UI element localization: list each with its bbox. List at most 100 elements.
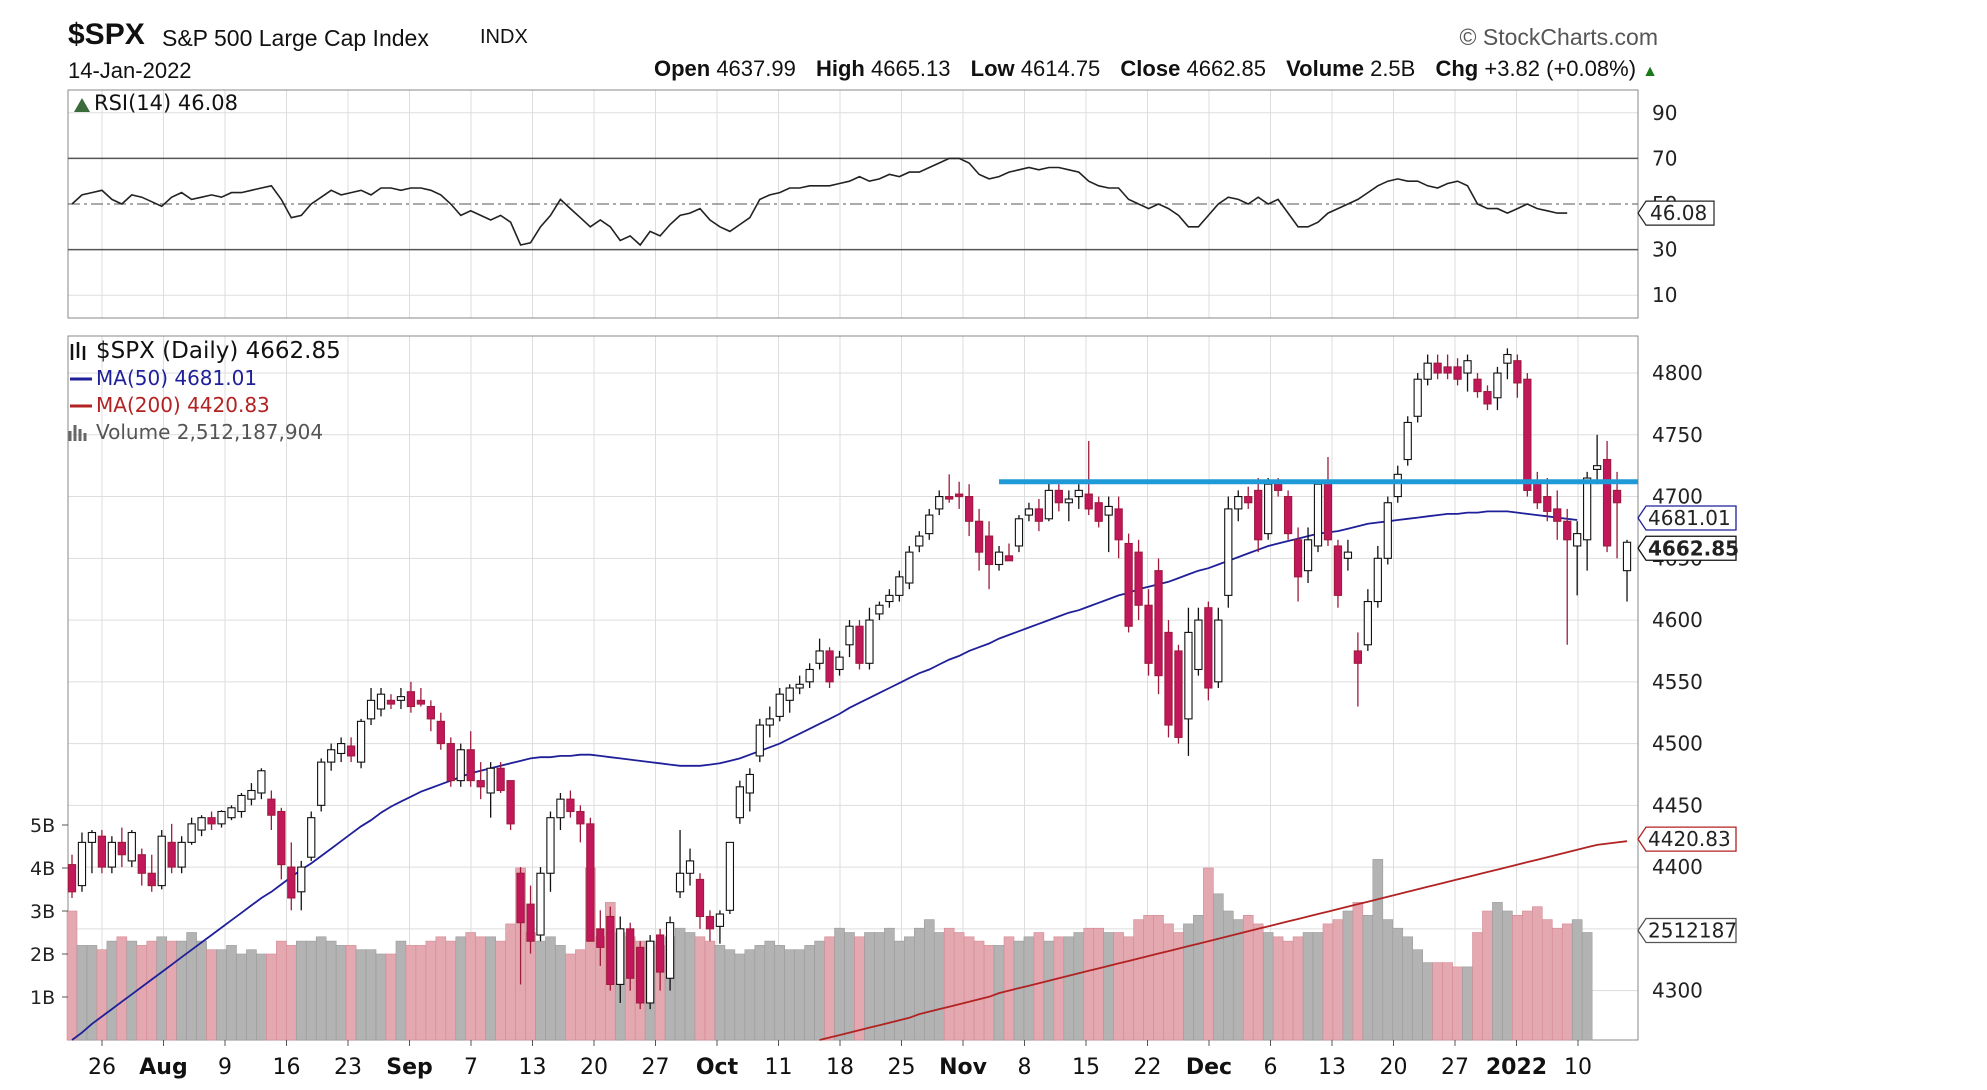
candle	[885, 589, 894, 608]
x-tick-label: Dec	[1186, 1055, 1232, 1080]
ma200-value-tag-label: 4420.83	[1648, 827, 1731, 851]
volume-bar	[894, 940, 905, 1041]
x-tick-label: 16	[273, 1055, 301, 1080]
volume-bar	[1163, 923, 1174, 1041]
candle	[1423, 354, 1432, 386]
candle	[1054, 484, 1063, 512]
volume-bar	[1133, 919, 1144, 1041]
candle	[356, 718, 366, 769]
candle-body	[506, 780, 515, 825]
candle-body	[1573, 533, 1582, 547]
x-tick-label: 13	[1318, 1055, 1346, 1080]
candle-body	[137, 854, 146, 874]
price-tick-label: 4400	[1652, 855, 1703, 879]
volume-bar	[724, 949, 736, 1041]
candle-body	[1563, 520, 1572, 541]
candle	[1463, 354, 1472, 392]
candle	[147, 854, 156, 892]
candle-body	[775, 693, 784, 717]
candle-body	[984, 535, 994, 566]
x-tick-label: 13	[519, 1055, 547, 1080]
candle-body	[1303, 539, 1313, 572]
candle-body	[396, 696, 406, 701]
x-tick-label: 7	[464, 1055, 478, 1080]
candle	[436, 712, 445, 750]
candle	[695, 873, 705, 929]
candle-body	[1224, 508, 1233, 596]
candle	[376, 688, 386, 717]
candle	[287, 842, 296, 911]
candle-body	[1553, 508, 1562, 522]
candle	[466, 731, 475, 787]
price-tick-label: 4500	[1652, 732, 1703, 756]
candle	[725, 841, 735, 915]
candle	[735, 780, 745, 824]
volume-bar	[1482, 910, 1493, 1041]
volume-bar	[565, 953, 576, 1041]
candle-body	[1313, 483, 1323, 547]
candle-body	[935, 496, 944, 510]
volume-bar	[1512, 914, 1523, 1041]
legend-entry: Volume 2,512,187,904	[96, 420, 323, 444]
volume-bars	[66, 859, 1593, 1041]
candle	[396, 688, 406, 709]
volume-tick-label: 2B	[30, 944, 55, 966]
volume-bar	[1342, 910, 1354, 1041]
brand-logo[interactable]: © StockCharts.com	[1460, 24, 1658, 51]
candle	[1602, 440, 1612, 553]
candle	[237, 792, 246, 818]
volume-bar	[156, 936, 167, 1041]
rsi-tick-label: 30	[1652, 238, 1677, 262]
candle	[1523, 373, 1532, 497]
candle	[207, 811, 216, 831]
volume-tick-label: 4B	[30, 858, 55, 880]
candle	[157, 830, 166, 890]
volume-bar	[1392, 927, 1404, 1041]
x-tick-label: 2022	[1486, 1055, 1547, 1080]
candle	[775, 688, 784, 722]
volume-bar	[146, 940, 158, 1041]
volume-bar	[1083, 927, 1095, 1041]
volume-bar	[1442, 962, 1453, 1041]
candle-body	[277, 810, 286, 866]
candle-body	[436, 720, 445, 745]
volume-bar	[684, 932, 696, 1041]
candle	[984, 521, 994, 590]
x-tick-label: 6	[1264, 1055, 1278, 1080]
volume-bar	[1103, 932, 1114, 1041]
candle-body	[646, 940, 655, 1004]
candle	[1513, 354, 1522, 398]
copyright-icon: ©	[1459, 24, 1477, 50]
candle	[406, 681, 416, 713]
candle	[1533, 471, 1542, 509]
volume-bar	[1043, 940, 1055, 1041]
candle	[1353, 632, 1363, 707]
candle-body	[187, 823, 196, 843]
volume-bar	[286, 945, 297, 1041]
volume-bar	[1272, 936, 1284, 1041]
candle-body	[1543, 496, 1552, 512]
volume-bar	[914, 927, 925, 1041]
volume-bar	[1143, 914, 1154, 1041]
candle-body	[855, 625, 864, 664]
volume-bar	[764, 940, 776, 1041]
candle	[1184, 607, 1193, 756]
candle	[646, 935, 655, 1010]
rsi-tick-label: 70	[1652, 146, 1677, 170]
candle	[446, 737, 455, 787]
volume-bar	[345, 945, 357, 1041]
volume-bar	[355, 949, 367, 1041]
candle-body	[636, 946, 645, 1004]
ma200-line	[819, 840, 1628, 1041]
candle-body	[1383, 502, 1392, 559]
volume-bar	[1282, 940, 1294, 1041]
x-tick-label: 25	[888, 1055, 916, 1080]
candle-body	[1523, 378, 1532, 491]
candle	[327, 743, 336, 771]
candle-body	[675, 872, 685, 893]
candle-body	[327, 749, 336, 763]
candle-body	[1194, 619, 1203, 671]
brand-name: StockCharts.com	[1482, 24, 1658, 50]
candle-body	[1503, 353, 1512, 364]
